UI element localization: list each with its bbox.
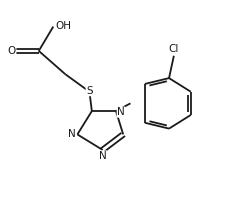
Text: N: N bbox=[68, 129, 76, 139]
Text: N: N bbox=[117, 107, 125, 117]
Text: N: N bbox=[99, 151, 107, 161]
Text: S: S bbox=[86, 86, 93, 96]
Text: O: O bbox=[8, 46, 16, 56]
Text: OH: OH bbox=[56, 21, 72, 31]
Text: Cl: Cl bbox=[169, 44, 179, 54]
